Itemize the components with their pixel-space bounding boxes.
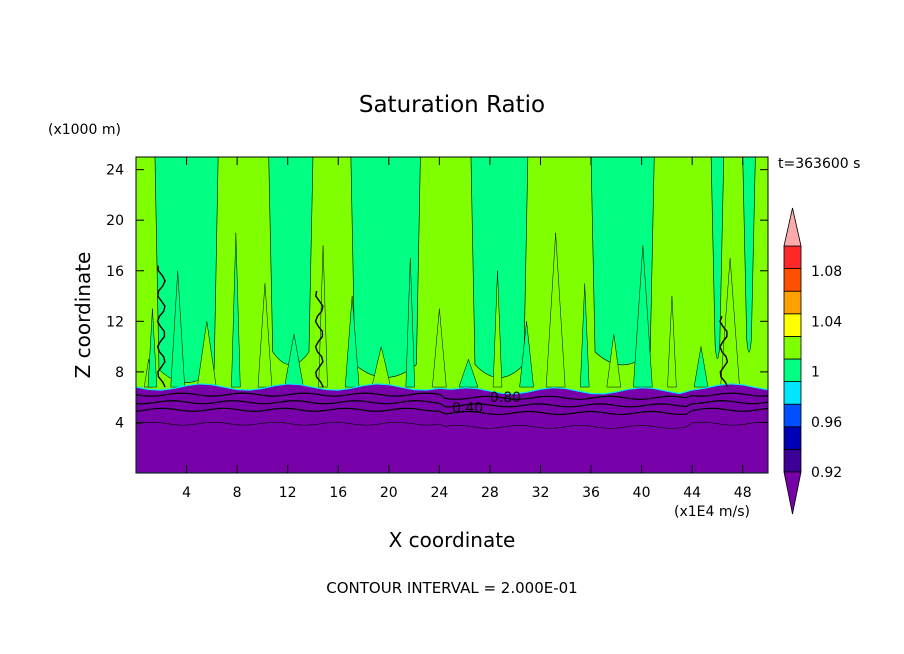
x-unit-label: (x1E4 m/s) [674, 504, 750, 520]
colorbar-label-2: 1 [811, 365, 820, 381]
plume-streak-18 [667, 296, 677, 388]
plume-streak-11 [458, 358, 479, 388]
x-tick-label-36: 36 [582, 485, 600, 501]
y-unit-label: (x1000 m) [48, 122, 121, 138]
colorbar-over-arrow [783, 207, 802, 247]
x-tick-label-32: 32 [532, 485, 550, 501]
y-axis: 4 8 12 16 20 24 [106, 163, 768, 431]
plume-streak-19 [693, 346, 709, 388]
chart-title: Saturation Ratio [359, 92, 545, 118]
x-tick-label-28: 28 [481, 485, 499, 501]
plume-streak-10 [432, 308, 447, 388]
x-axis: 4 8 12 16 20 24 28 32 36 40 44 48 [182, 157, 752, 501]
plot-frame [135, 156, 769, 474]
contour-labels: 0.80 0.40 [452, 390, 521, 416]
colorbar-bin-0 [783, 448, 802, 473]
dry-layer [136, 383, 768, 473]
y-tick-label-8: 8 [115, 365, 124, 381]
colorbar-label-4: 1.08 [811, 264, 842, 280]
colorbar: 0.92 0.96 1 1.04 1.08 [783, 207, 842, 515]
colorbar-bin-8 [783, 268, 802, 292]
x-tick-label-48: 48 [734, 485, 752, 501]
colorbar-label-1: 0.96 [811, 415, 842, 431]
x-tick-label-44: 44 [683, 485, 701, 501]
contour-line-3 [136, 421, 768, 429]
y-tick-label-16: 16 [106, 264, 124, 280]
x-tick-label-24: 24 [430, 485, 448, 501]
y-tick-label-20: 20 [106, 213, 124, 229]
contour-interval-note: CONTOUR INTERVAL = 2.000E-01 [326, 579, 577, 597]
plume-streak-9 [405, 258, 415, 388]
plume-streak-21 [147, 308, 158, 388]
contour-scribble-0 [156, 265, 166, 388]
x-tick-label-20: 20 [380, 485, 398, 501]
contour-line-1 [136, 400, 768, 408]
colorbar-bin-2 [783, 403, 802, 428]
plot-field [136, 157, 768, 473]
contour-scribble-2 [719, 316, 729, 388]
x-tick-label-4: 4 [182, 485, 191, 501]
saturated-column-1 [268, 157, 314, 366]
plume-streak-14 [545, 232, 566, 388]
colorbar-bin-6 [783, 313, 802, 337]
colorbar-under-arrow [783, 471, 802, 515]
colorbar-bin-9 [783, 245, 802, 270]
y-axis-label: Z coordinate [71, 252, 95, 379]
x-axis-label: X coordinate [389, 528, 516, 552]
x-tick-label-40: 40 [633, 485, 651, 501]
plume-streak-15 [580, 283, 590, 388]
x-tick-label-8: 8 [233, 485, 242, 501]
plume-streak-4 [257, 283, 273, 388]
plume-streak-6 [318, 245, 328, 388]
contour-line-0 [136, 392, 768, 400]
y-tick-label-24: 24 [106, 163, 124, 179]
plume-streak-7 [344, 296, 360, 388]
contour-scribble-1 [314, 290, 324, 388]
colorbar-label-0: 0.92 [811, 465, 842, 481]
saturated-column-0 [154, 157, 219, 383]
x-tick-label-12: 12 [279, 485, 297, 501]
plume-streak-3 [231, 232, 241, 388]
saturated-column-6 [742, 157, 756, 353]
y-tick-label-12: 12 [106, 314, 124, 330]
plume-streak-12 [492, 270, 503, 388]
colorbar-bin-1 [783, 426, 802, 450]
colorbar-bin-7 [783, 290, 802, 315]
y-tick-label-4: 4 [115, 415, 124, 431]
saturated-column-5 [710, 157, 725, 359]
plume-streak-13 [519, 321, 534, 388]
colorbar-label-3: 1.04 [811, 314, 842, 330]
colorbar-bin-3 [783, 381, 802, 405]
contour-label-1: 0.40 [452, 400, 483, 416]
plume-streak-16 [606, 333, 622, 388]
colorbar-bin-5 [783, 335, 802, 360]
contour-line-2 [136, 407, 768, 416]
x-tick-label-16: 16 [329, 485, 347, 501]
colorbar-bin-4 [783, 358, 802, 383]
time-label: t=363600 s [778, 156, 860, 172]
contour-label-0: 0.80 [490, 390, 521, 406]
plume-streak-17 [633, 245, 653, 388]
